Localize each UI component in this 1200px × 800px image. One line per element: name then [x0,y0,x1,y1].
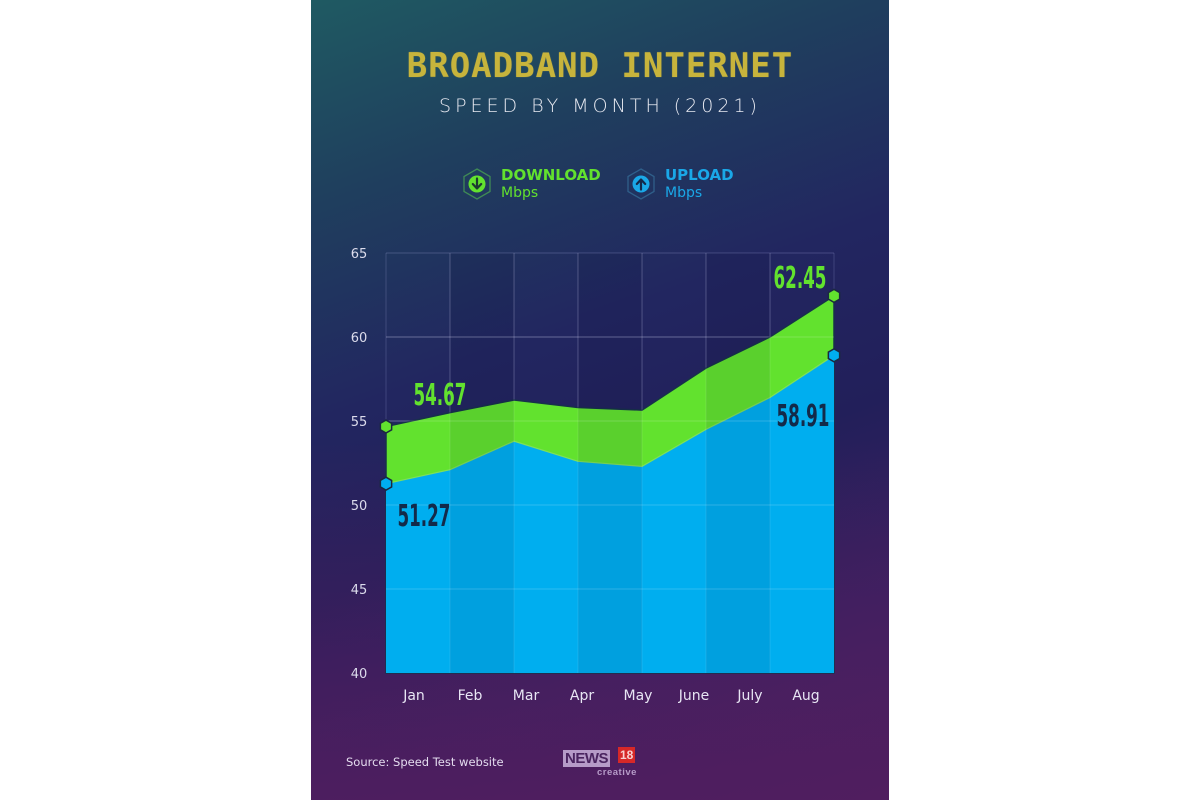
source-note: Source: Speed Test website [346,755,504,769]
legend-label-download: DOWNLOAD [501,166,601,184]
y-tick-label: 50 [351,499,368,514]
area-chart: 54.67 51.27 62.45 58.91 40 45 50 55 60 65 Jan Feb Ma… [351,247,841,704]
label-download-jan: 54.67 [414,377,467,412]
x-tick-label: Apr [570,688,594,704]
label-upload-aug: 58.91 [777,398,830,433]
chart-title-text: BROADBAND INTERNET [406,46,794,86]
arrow-up-hex-icon [627,168,655,200]
arrow-down-hex-icon [463,168,491,200]
logo-brand: NEWS [563,750,610,767]
x-tick-label: Feb [458,688,483,704]
logo-number: 18 [618,747,636,763]
label-download-aug: 62.45 [774,260,827,295]
marker-download-jan [379,419,393,434]
marker-download-aug [827,288,841,304]
legend-unit-download: Mbps [501,185,539,201]
infographic-poster: BROADBAND INTERNET SPEED BY MONTH (2021)… [311,0,889,800]
x-tick-label: July [736,688,762,704]
chart-legend: DOWNLOAD Mbps UPLOAD Mbps [311,166,889,206]
chart-subtitle: SPEED BY MONTH (2021) [439,95,761,117]
logo-tagline: creative [597,767,637,778]
x-tick-label: June [678,688,710,704]
y-tick-label: 45 [351,583,368,598]
label-upload-jan: 51.27 [398,498,451,533]
x-tick-label: Mar [513,688,540,704]
marker-upload-jan [379,476,393,492]
news18-creative-logo: NEWS 18 creative [563,747,643,779]
y-tick-label: 60 [351,331,368,346]
column-shading [450,253,770,673]
chart-title: BROADBAND INTERNET [311,46,889,86]
marker-upload-aug [827,347,841,363]
y-tick-label: 55 [351,415,368,430]
x-tick-label: Jan [402,688,425,704]
upload-area [386,355,834,673]
legend-unit-upload: Mbps [665,185,703,201]
x-tick-label: May [624,688,653,704]
legend-label-upload: UPLOAD [665,166,734,184]
y-tick-label: 65 [351,247,368,262]
x-tick-label: Aug [792,688,819,704]
y-tick-label: 40 [351,667,368,682]
